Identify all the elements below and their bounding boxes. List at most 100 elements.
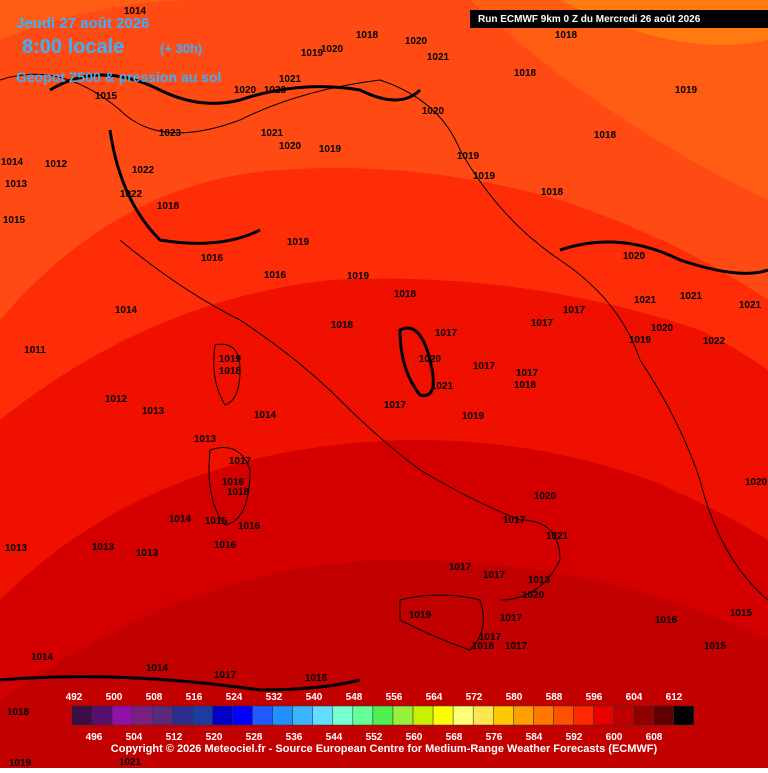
pressure-label: 1015 xyxy=(730,608,753,619)
legend-label: 608 xyxy=(646,732,663,743)
pressure-label: 1020 xyxy=(534,491,557,502)
run-text: Run ECMWF 9km 0 Z du Mercredi 26 août 20… xyxy=(478,14,701,25)
pressure-label: 1016 xyxy=(655,615,678,626)
pressure-label: 1014 xyxy=(169,514,192,525)
pressure-label: 1022 xyxy=(120,189,143,200)
legend-label: 508 xyxy=(146,692,163,703)
legend-swatch xyxy=(673,705,695,726)
pressure-label: 1020 xyxy=(419,354,442,365)
legend-label: 600 xyxy=(606,732,623,743)
pressure-label: 1016 xyxy=(238,521,261,532)
legend-swatch xyxy=(553,705,574,726)
legend-swatch xyxy=(272,705,293,726)
pressure-label: 1013 xyxy=(92,542,115,553)
pressure-label: 1018 xyxy=(541,187,564,198)
pressure-label: 1019 xyxy=(301,48,324,59)
legend-swatch xyxy=(432,705,454,726)
legend-label: 612 xyxy=(666,692,683,703)
pressure-label: 1021 xyxy=(546,531,569,542)
legend-label: 520 xyxy=(206,732,223,743)
pressure-label: 1019 xyxy=(9,758,32,768)
pressure-label: 1017 xyxy=(563,305,586,316)
pressure-label: 1022 xyxy=(132,165,155,176)
legend-label: 532 xyxy=(266,692,283,703)
pressure-label: 1019 xyxy=(457,151,480,162)
pressure-label: 1020 xyxy=(422,106,445,117)
pressure-label: 1018 xyxy=(7,707,30,718)
pressure-label: 1017 xyxy=(500,613,523,624)
pressure-label: 1012 xyxy=(105,394,128,405)
legend-label: 580 xyxy=(506,692,523,703)
pressure-label: 1017 xyxy=(479,632,502,643)
pressure-label: 1014 xyxy=(115,305,138,316)
legend-swatch xyxy=(151,705,173,726)
pressure-label: 1020 xyxy=(745,477,768,488)
pressure-label: 1017 xyxy=(435,328,458,339)
pressure-label: 1018 xyxy=(514,68,537,79)
legend-label: 516 xyxy=(186,692,203,703)
pressure-label: 1020 xyxy=(405,36,428,47)
pressure-label: 1017 xyxy=(516,368,539,379)
pressure-label: 1020 xyxy=(279,141,302,152)
pressure-label: 1018 xyxy=(219,366,242,377)
legend-swatch xyxy=(131,705,153,726)
pressure-label: 1011 xyxy=(24,345,46,356)
pressure-label: 1017 xyxy=(531,318,554,329)
legend-label: 544 xyxy=(326,732,343,743)
legend-swatch xyxy=(513,705,534,726)
pressure-label: 1018 xyxy=(394,289,417,300)
pressure-label: 1016 xyxy=(264,270,287,281)
pressure-label: 1017 xyxy=(505,641,528,652)
pressure-label: 1023 xyxy=(264,85,287,96)
pressure-label: 1017 xyxy=(229,456,252,467)
legend-label: 512 xyxy=(166,732,183,743)
z500-contours xyxy=(0,73,768,692)
pressure-label: 1019 xyxy=(319,144,342,155)
legend-swatch xyxy=(292,705,313,726)
lead: (+ 30h) xyxy=(160,41,202,56)
legend-swatch xyxy=(613,705,634,726)
pressure-label: 1018 xyxy=(331,320,354,331)
pressure-label: 1018 xyxy=(356,30,379,41)
pressure-label: 1023 xyxy=(159,128,182,139)
legend-label: 572 xyxy=(466,692,483,703)
legend-swatch xyxy=(493,705,514,726)
pressure-label: 1019 xyxy=(675,85,698,96)
pressure-label: 1015 xyxy=(95,91,118,102)
legend-label: 576 xyxy=(486,732,503,743)
legend-swatch xyxy=(91,705,113,726)
legend-swatch xyxy=(392,705,414,726)
pressure-label: 1013 xyxy=(5,543,28,554)
pressure-label: 1017 xyxy=(483,570,506,581)
legend-label: 556 xyxy=(386,692,403,703)
legend-swatch xyxy=(332,705,354,726)
pressure-label: 1019 xyxy=(347,271,370,282)
legend-swatch xyxy=(172,705,193,726)
pressure-label: 1013 xyxy=(528,575,551,586)
legend-swatch xyxy=(232,705,253,726)
legend-swatch xyxy=(452,705,474,726)
legend-swatch xyxy=(212,705,233,726)
pressure-label: 1016 xyxy=(305,673,328,684)
pressure-label: 1014 xyxy=(31,652,54,663)
legend-swatch xyxy=(71,705,93,726)
legend-label: 500 xyxy=(106,692,123,703)
pressure-label: 1013 xyxy=(194,434,217,445)
pressure-label: 1018 xyxy=(227,487,250,498)
pressure-label: 1020 xyxy=(623,251,646,262)
pressure-label: 1019 xyxy=(409,610,432,621)
pressure-label: 1012 xyxy=(45,159,68,170)
pressure-labels: 1014 1018 1020 1019 1020 1021 1018 1018 1019 1020… xyxy=(1,6,768,769)
pressure-label: 1013 xyxy=(142,406,165,417)
legend-label: 552 xyxy=(366,732,383,743)
legend-label: 496 xyxy=(86,732,103,743)
legend-label: 584 xyxy=(526,732,543,743)
pressure-label: 1019 xyxy=(473,171,496,182)
pressure-label: 1018 xyxy=(594,130,617,141)
legend-swatch xyxy=(633,705,654,726)
pressure-label: 1019 xyxy=(462,411,485,422)
pressure-label: 1017 xyxy=(384,400,407,411)
coastlines xyxy=(0,73,768,651)
pressure-label: 1014 xyxy=(124,6,147,17)
